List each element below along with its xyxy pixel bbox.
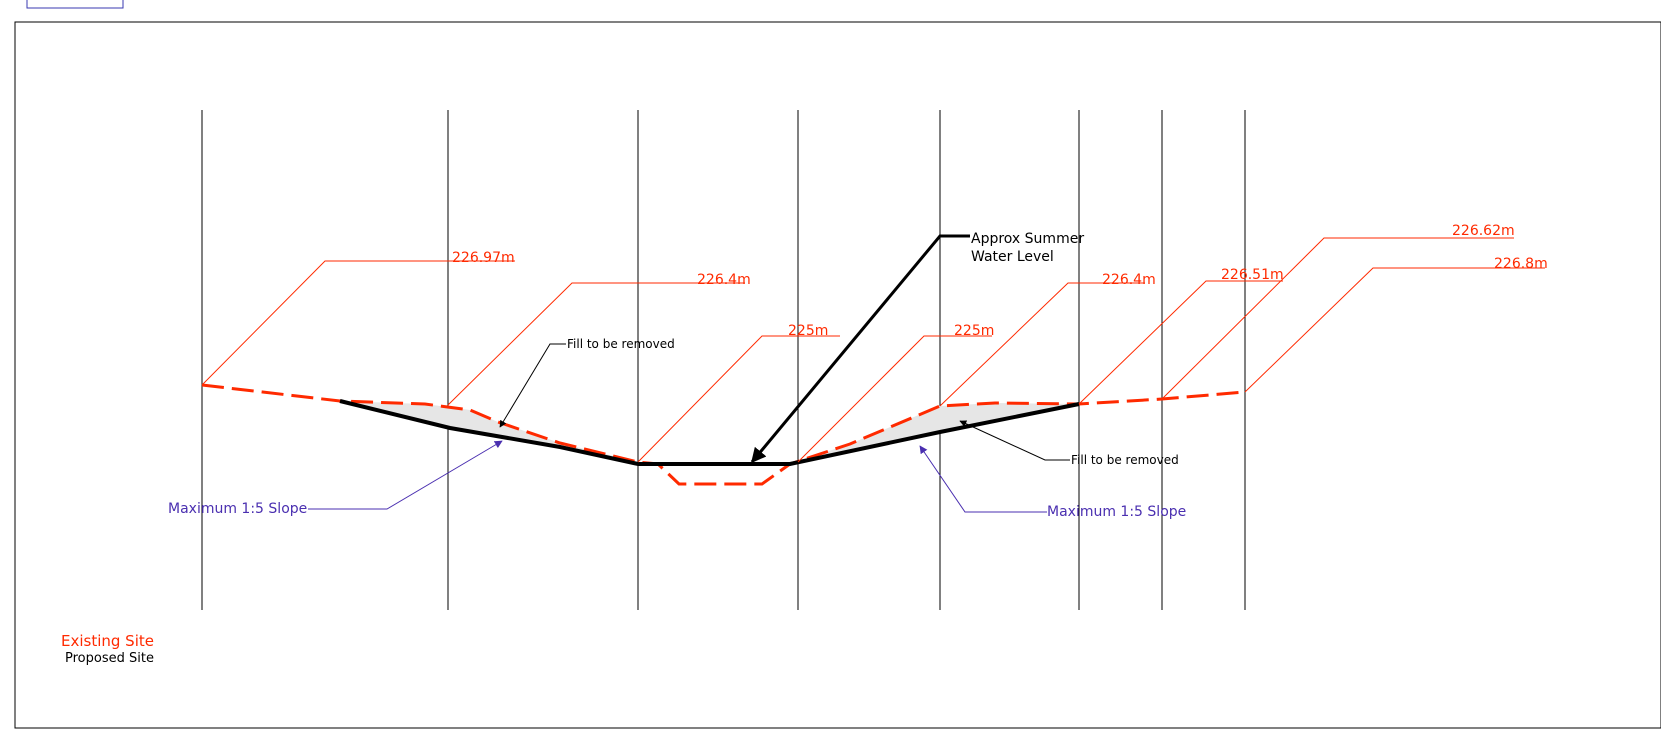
fill-note-left: Fill to be removed	[567, 337, 675, 351]
slope-leader-right	[919, 445, 1047, 513]
level-label-left-mid: 226.4m	[697, 272, 751, 288]
level-label-right-b: 226.62m	[1452, 223, 1515, 239]
legend-proposed-site: Proposed Site	[65, 651, 154, 666]
level-label-right-bank: 225m	[954, 323, 994, 339]
leader-right-b	[1161, 237, 1514, 400]
slope-leader-left	[308, 440, 503, 510]
leader-right-bank	[797, 335, 992, 463]
slope-note-left: Maximum 1:5 Slope	[168, 501, 307, 517]
leader-right-mid	[939, 282, 1145, 407]
fill-leader-right	[959, 420, 1070, 461]
level-label-right-a: 226.51m	[1221, 267, 1284, 283]
section-gridlines	[201, 110, 1246, 610]
fill-leader-left	[499, 343, 566, 428]
title-tab	[26, 0, 124, 9]
proposed-site-profile	[339, 399, 1080, 466]
leader-left-bank	[637, 335, 840, 463]
water-level-note-line1: Approx Summer	[971, 231, 1084, 247]
level-label-right-mid: 226.4m	[1102, 272, 1156, 288]
level-label-right-c: 226.8m	[1494, 256, 1548, 272]
leader-left-top	[201, 260, 515, 386]
water-level-leader	[750, 234, 970, 464]
slope-note-right: Maximum 1:5 Slope	[1047, 504, 1186, 520]
level-leaders	[201, 237, 1545, 463]
leader-right-a	[1078, 280, 1283, 405]
existing-site-profile	[201, 383, 1246, 486]
water-level-note-line2: Water Level	[971, 249, 1054, 265]
fill-note-right: Fill to be removed	[1071, 453, 1179, 467]
level-label-left-bank: 225m	[788, 323, 828, 339]
leader-right-c	[1244, 267, 1545, 393]
leader-left-mid	[447, 282, 745, 406]
legend-existing-site: Existing Site	[61, 632, 154, 650]
drawing-border	[14, 21, 1661, 729]
level-label-left-top: 226.97m	[452, 250, 515, 266]
